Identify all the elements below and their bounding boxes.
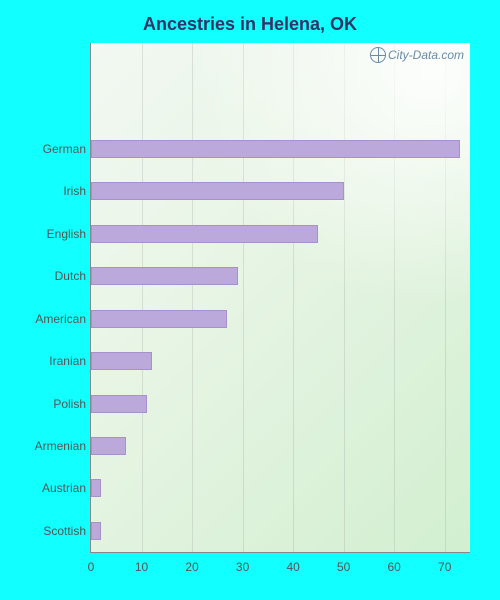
bar (91, 267, 238, 285)
globe-icon (370, 47, 386, 63)
bar (91, 352, 152, 370)
x-tick-label: 10 (135, 560, 148, 574)
page-root: Ancestries in Helena, OK German Irish Engl… (0, 0, 500, 600)
chart-title: Ancestries in Helena, OK (20, 14, 480, 35)
y-tick-label: Armenian (22, 439, 86, 453)
bar (91, 310, 227, 328)
x-tick-label: 40 (286, 560, 299, 574)
plot-area: City-Data.com 010203040506070 (90, 43, 470, 553)
x-tick-label: 60 (388, 560, 401, 574)
grid-line (344, 43, 345, 552)
watermark: City-Data.com (370, 47, 464, 63)
bar (91, 225, 318, 243)
y-tick-label: Polish (22, 397, 86, 411)
grid-line (445, 43, 446, 552)
y-tick-label: German (22, 142, 86, 156)
x-tick-label: 30 (236, 560, 249, 574)
chart-wrap: German Irish English Dutch American Iranian Po… (20, 43, 480, 583)
y-tick-label: English (22, 227, 86, 241)
bar (91, 522, 101, 540)
grid-line (394, 43, 395, 552)
x-tick-label: 0 (88, 560, 95, 574)
x-tick-label: 70 (438, 560, 451, 574)
bar (91, 437, 126, 455)
grid-line (142, 43, 143, 552)
bar (91, 140, 460, 158)
y-tick-label: American (22, 312, 86, 326)
x-tick-label: 20 (185, 560, 198, 574)
y-tick-label: Dutch (22, 269, 86, 283)
y-tick-label: Irish (22, 184, 86, 198)
y-tick-label: Iranian (22, 354, 86, 368)
y-tick-label: Austrian (22, 481, 86, 495)
y-tick-label: Scottish (22, 524, 86, 538)
x-tick-label: 50 (337, 560, 350, 574)
grid-line (293, 43, 294, 552)
grid-line (192, 43, 193, 552)
bar (91, 182, 344, 200)
grid-line (243, 43, 244, 552)
y-axis: German Irish English Dutch American Iranian Po… (20, 43, 90, 553)
watermark-text: City-Data.com (388, 48, 464, 62)
bar (91, 395, 147, 413)
bar (91, 479, 101, 497)
